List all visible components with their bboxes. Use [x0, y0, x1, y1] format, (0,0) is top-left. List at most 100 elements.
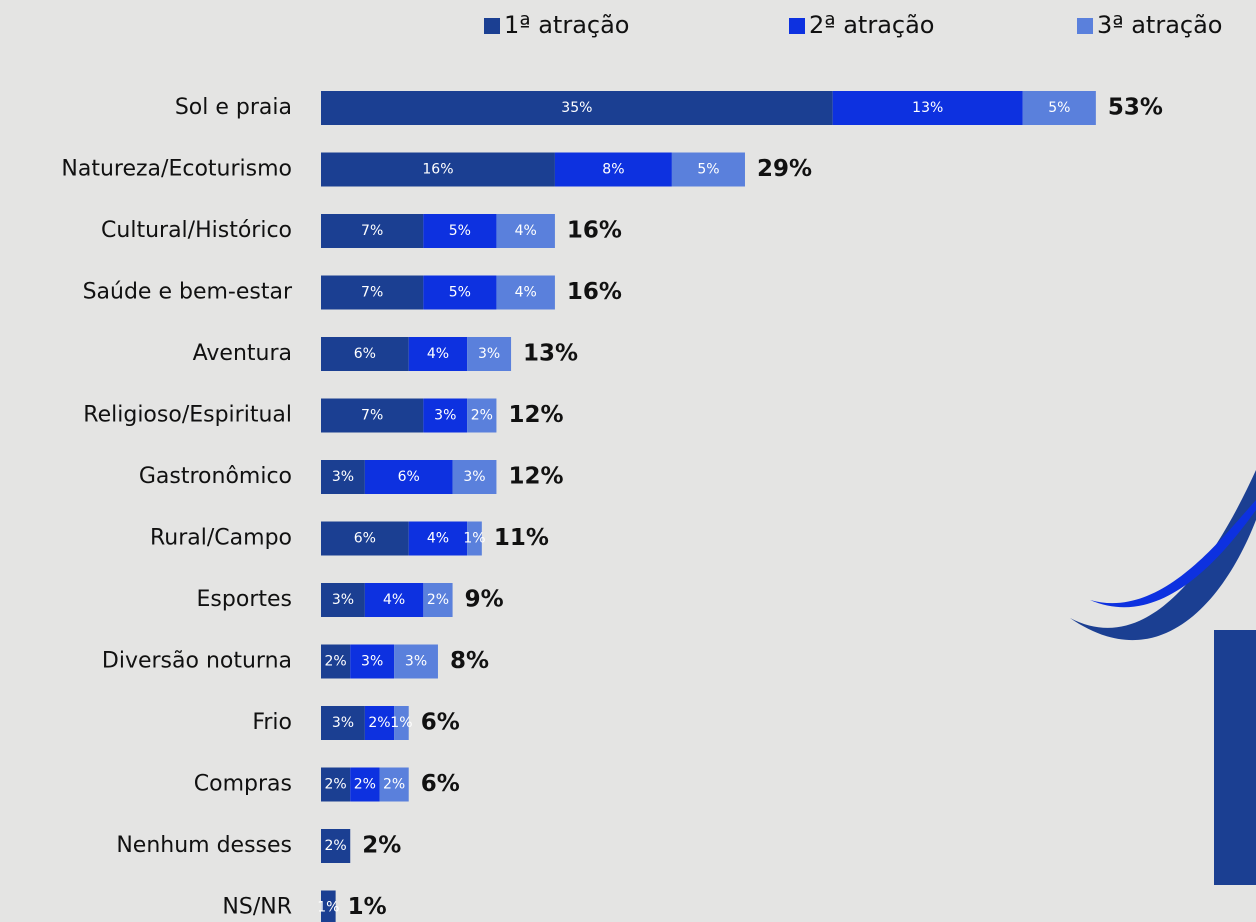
total-label: 2% [362, 833, 401, 859]
bar-segment [321, 337, 409, 371]
bar-segment [423, 398, 468, 433]
category-label: Cultural/Histórico [101, 218, 292, 243]
total-label: 6% [421, 710, 460, 736]
category-label: Sol e praia [175, 95, 292, 120]
segment-label: 5% [697, 162, 719, 178]
category-label: Saúde e bem-estar [83, 280, 293, 305]
bar-segment [321, 583, 365, 617]
bar-segment [1022, 91, 1096, 125]
bar-segment [364, 460, 453, 494]
total-label: 16% [567, 218, 622, 244]
legend-label: 2ª atração [809, 11, 934, 39]
legend-swatch [789, 18, 805, 34]
bar-segment [321, 644, 351, 679]
segment-label: 3% [332, 592, 354, 608]
segment-label: 3% [332, 715, 354, 731]
bar-segment [423, 275, 497, 310]
segment-label: 3% [463, 469, 485, 485]
bar-segment [379, 767, 409, 802]
total-label: 29% [757, 156, 812, 182]
segment-label: 13% [912, 100, 943, 116]
segment-label: 2% [383, 777, 405, 793]
segment-label: 6% [398, 469, 420, 485]
bar-segment [452, 460, 497, 494]
category-label: Compras [194, 772, 292, 797]
bar-segment [364, 583, 424, 617]
segment-label: 4% [515, 285, 537, 301]
logo-block [1214, 630, 1256, 885]
segment-label: 2% [325, 838, 347, 854]
segment-label: 3% [478, 346, 500, 362]
bar-segment [321, 91, 833, 125]
bar-segment [321, 767, 351, 802]
bar-segment [467, 521, 482, 556]
segment-label: 5% [449, 285, 471, 301]
bar-segment [671, 152, 745, 187]
legend-swatch [484, 18, 500, 34]
category-label: Rural/Campo [150, 526, 292, 551]
segment-label: 2% [325, 654, 347, 670]
segment-label: 2% [427, 592, 449, 608]
bar-segment [321, 829, 351, 863]
bar-segment [408, 521, 468, 556]
legend-label: 3ª atração [1097, 11, 1222, 39]
total-label: 9% [465, 587, 504, 613]
category-label: Nenhum desses [116, 833, 292, 858]
total-label: 6% [421, 771, 460, 797]
total-label: 12% [508, 402, 563, 428]
bar-segment [321, 890, 336, 922]
legend-label: 1ª atração [504, 11, 629, 39]
segment-label: 7% [361, 285, 383, 301]
segment-label: 7% [361, 408, 383, 424]
bar-segment [408, 337, 468, 371]
bar-segment [350, 644, 395, 679]
segment-label: 6% [354, 531, 376, 547]
segment-label: 3% [361, 654, 383, 670]
segment-label: 5% [1048, 100, 1070, 116]
category-label: Aventura [193, 341, 292, 366]
bar-segment [394, 706, 409, 740]
total-label: 16% [567, 279, 622, 305]
total-label: 12% [508, 464, 563, 490]
total-label: 8% [450, 648, 489, 674]
total-label: 1% [348, 894, 387, 920]
bar-segment [832, 91, 1023, 125]
total-label: 13% [523, 341, 578, 367]
segment-label: 5% [449, 223, 471, 239]
bar-segment [554, 152, 672, 187]
category-label: Frio [252, 710, 292, 735]
bar-segment [321, 152, 555, 187]
bar-segment [423, 583, 453, 617]
segment-label: 2% [368, 715, 390, 731]
legend-swatch [1077, 18, 1093, 34]
segment-label: 4% [427, 531, 449, 547]
bar-segment [394, 644, 438, 679]
bar-segment [496, 214, 555, 248]
segment-label: 4% [383, 592, 405, 608]
bar-segment [350, 767, 380, 802]
segment-label: 4% [515, 223, 537, 239]
segment-label: 7% [361, 223, 383, 239]
category-label: Esportes [197, 587, 292, 612]
category-label: Religioso/Espiritual [83, 403, 292, 428]
segment-label: 6% [354, 346, 376, 362]
total-label: 11% [494, 525, 549, 551]
total-label: 53% [1108, 95, 1163, 121]
segment-label: 2% [354, 777, 376, 793]
bar-segment [496, 275, 555, 310]
segment-label: 3% [332, 469, 354, 485]
segment-label: 4% [427, 346, 449, 362]
bar-segment [321, 521, 409, 556]
bar-segment [423, 214, 497, 248]
bar-segment [467, 337, 512, 371]
bar-segment [321, 460, 365, 494]
bar-segment [321, 398, 424, 433]
category-label: NS/NR [222, 895, 292, 920]
segment-label: 1% [390, 715, 412, 731]
segment-label: 2% [471, 408, 493, 424]
segment-label: 35% [561, 100, 592, 116]
bar-segment [321, 214, 424, 248]
segment-label: 16% [422, 162, 453, 178]
segment-label: 1% [317, 900, 339, 916]
